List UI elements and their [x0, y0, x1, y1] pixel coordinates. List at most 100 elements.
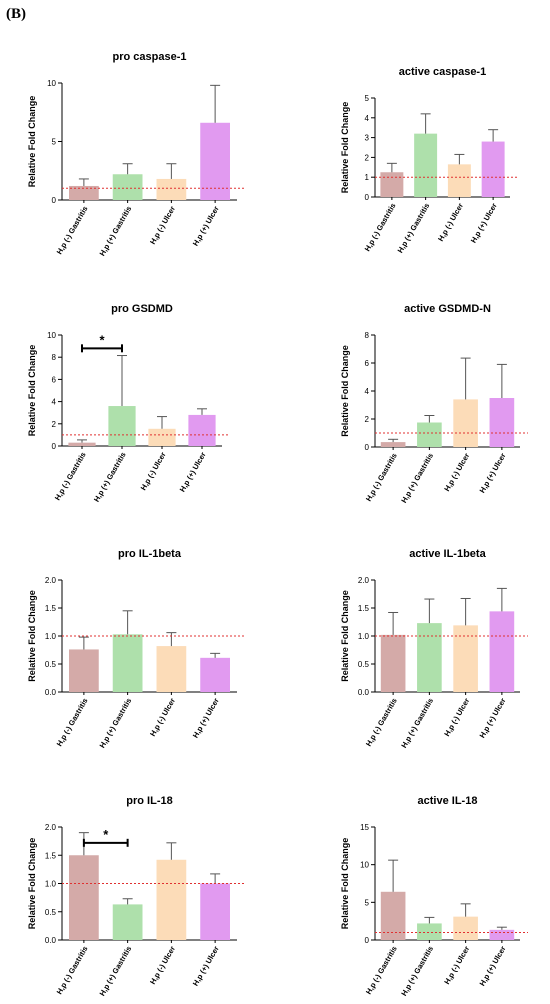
bar	[200, 122, 230, 200]
bar	[112, 904, 143, 940]
bar	[380, 634, 406, 692]
bar	[489, 929, 515, 940]
chart-title: pro IL-18	[126, 795, 172, 807]
y-tick-label: 4	[365, 114, 370, 123]
bar	[200, 883, 230, 940]
x-tick-label: H,p (-) Gastritis	[363, 202, 398, 253]
x-tick-label: H,p (-) Ulcer	[148, 204, 177, 245]
bar	[108, 406, 136, 446]
x-tick-label: H,p (+) Gastritis	[396, 202, 432, 255]
x-tick-label: H,p (-) Ulcer	[436, 201, 465, 242]
y-tick-label: 0.5	[45, 908, 57, 917]
y-tick-label: 0	[52, 442, 57, 451]
x-tick-label: H,p (-) Gastritis	[364, 945, 399, 996]
chart-1: pro caspase-1 Relative Fold Change 0 5 10 H,p…	[27, 51, 245, 258]
y-tick-label: 2.0	[45, 823, 57, 832]
x-tick-label: H,p (-) Ulcer	[148, 696, 177, 737]
x-tick-label: H,p (+) Gastritis	[92, 451, 128, 504]
x-tick-label: H,p (-) Ulcer	[442, 696, 471, 737]
y-tick-label: 15	[360, 823, 369, 832]
bar	[69, 649, 99, 692]
y-tick-label: 5	[52, 138, 57, 147]
y-tick-label: 1	[365, 173, 370, 182]
y-axis-label: Relative Fold Change	[27, 838, 37, 930]
y-axis-label: Relative Fold Change	[27, 96, 37, 188]
bar	[156, 646, 187, 692]
y-tick-label: 0.0	[45, 688, 57, 697]
x-tick-label: H,p (+) Ulcer	[478, 696, 508, 739]
bar	[69, 855, 99, 940]
y-tick-label: 10	[47, 331, 56, 340]
y-axis-label: Relative Fold Change	[27, 590, 37, 682]
x-tick-label: H,p (+) Gastritis	[98, 697, 134, 750]
bar	[453, 399, 478, 447]
y-tick-label: 10	[360, 861, 369, 870]
chart-7: pro IL-18 Relative Fold Change 0.0 0.5 1.0 1.…	[27, 795, 245, 998]
y-tick-label: 0.0	[45, 936, 57, 945]
y-axis-label: Relative Fold Change	[340, 838, 350, 930]
bar	[156, 859, 187, 940]
chart-title: pro IL-1beta	[118, 548, 182, 560]
x-tick-label: H,p (-) Ulcer	[442, 451, 471, 492]
x-tick-label: H,p (+) Ulcer	[191, 696, 221, 739]
x-tick-label: H,p (+) Gastritis	[399, 945, 435, 998]
bar	[112, 634, 143, 692]
bar	[69, 185, 99, 200]
bar	[481, 141, 505, 197]
y-tick-label: 4	[365, 387, 370, 396]
chart-8: active IL-18 Relative Fold Change 0 5 10 15 H,…	[340, 795, 528, 998]
chart-6: active IL-1beta Relative Fold Change 0.0 0.…	[340, 548, 528, 750]
x-tick-label: H,p (+) Ulcer	[469, 201, 499, 244]
chart-2: active caspase-1 Relative Fold Change 0 1 2 3…	[340, 66, 518, 255]
bar	[380, 891, 406, 940]
chart-title: active IL-18	[418, 795, 478, 807]
bar	[414, 133, 438, 197]
y-tick-label: 1.5	[45, 851, 57, 860]
x-tick-label: H,p (+) Ulcer	[478, 451, 508, 494]
y-tick-label: 0.0	[358, 688, 370, 697]
y-tick-label: 1.0	[45, 632, 57, 641]
y-tick-label: 8	[52, 353, 57, 362]
y-tick-label: 4	[52, 398, 57, 407]
x-tick-label: H,p (+) Gastritis	[399, 452, 435, 505]
bar	[380, 172, 404, 197]
bar	[453, 625, 478, 692]
chart-title: active caspase-1	[399, 66, 486, 78]
x-tick-label: H,p (-) Gastritis	[55, 205, 90, 256]
chart-3: pro GSDMD Relative Fold Change 0 2 4 6 8 10 H,p …	[27, 303, 230, 504]
y-tick-label: 2	[365, 415, 370, 424]
bar	[200, 657, 230, 692]
y-tick-label: 6	[52, 375, 57, 384]
x-tick-label: H,p (-) Gastritis	[364, 452, 399, 503]
x-tick-label: H,p (+) Ulcer	[178, 450, 208, 493]
bar	[156, 178, 187, 200]
bar	[447, 164, 471, 197]
x-tick-label: H,p (+) Ulcer	[478, 944, 508, 987]
chart-title: pro caspase-1	[113, 51, 187, 63]
x-tick-label: H,p (+) Ulcer	[191, 204, 221, 247]
bar	[417, 923, 442, 940]
chart-title: pro GSDMD	[111, 303, 173, 315]
y-tick-label: 2.0	[358, 576, 370, 585]
y-tick-label: 0.5	[45, 660, 57, 669]
y-tick-label: 0	[52, 196, 57, 205]
y-tick-label: 2.0	[45, 576, 57, 585]
y-axis-label: Relative Fold Change	[27, 345, 37, 437]
bar	[417, 623, 442, 692]
x-tick-label: H,p (+) Ulcer	[191, 944, 221, 987]
y-tick-label: 5	[365, 94, 370, 103]
y-tick-label: 2	[52, 420, 57, 429]
bar	[453, 916, 478, 940]
y-tick-label: 10	[47, 79, 56, 88]
y-tick-label: 5	[365, 898, 370, 907]
x-tick-label: H,p (-) Ulcer	[442, 944, 471, 985]
y-axis-label: Relative Fold Change	[340, 345, 350, 437]
panel-label: (B)	[6, 6, 26, 22]
y-tick-label: 1.0	[358, 632, 370, 641]
bar	[489, 398, 515, 447]
y-tick-label: 3	[365, 134, 370, 143]
y-tick-label: 1.0	[45, 880, 57, 889]
x-tick-label: H,p (-) Ulcer	[148, 944, 177, 985]
chart-4: active GSDMD-N Relative Fold Change 0 2 4 6 8 H…	[340, 303, 528, 505]
x-tick-label: H,p (-) Gastritis	[364, 697, 399, 748]
